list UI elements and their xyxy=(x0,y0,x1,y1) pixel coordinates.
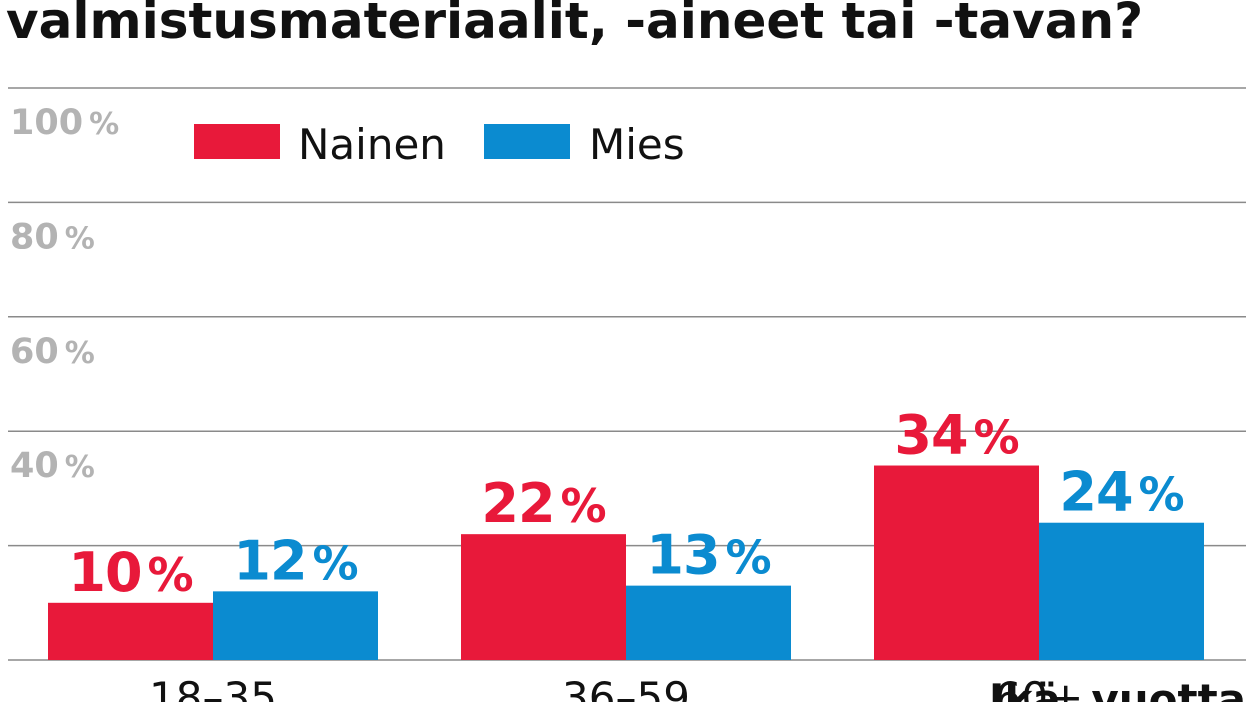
data-label-mies-60: 24% xyxy=(1059,461,1183,524)
data-label-nainen-36-59: 22% xyxy=(481,472,605,535)
legend: Nainen Mies xyxy=(194,120,685,169)
category-label-60: 60+ xyxy=(995,673,1084,702)
y-axis-ticks: 100 % 80 % 60 % 40% xyxy=(10,103,119,486)
category-label-18-35: 18–35 xyxy=(149,673,277,702)
y-tick-label-100: 100% xyxy=(10,103,119,143)
y-tick-label-80: 80% xyxy=(10,217,95,257)
bar-mies-18-35 xyxy=(213,591,378,660)
data-label-mies-18-35: 12% xyxy=(233,529,357,592)
y-tick-label-40: 40% xyxy=(10,446,95,486)
legend-label-mies: Mies xyxy=(589,120,685,169)
legend-swatch-nainen xyxy=(194,124,280,159)
y-tick-label-60: 60% xyxy=(10,332,95,372)
x-axis-title: Ikä, vuotta xyxy=(989,675,1246,702)
data-labels: 10% 12 % 22 % 13 % 34 % 24% xyxy=(68,404,1184,604)
legend-swatch-mies xyxy=(484,124,570,159)
bar-nainen-36-59 xyxy=(461,534,626,660)
data-label-nainen-18-35: 10% xyxy=(68,541,192,604)
data-label-mies-36-59: 13% xyxy=(646,524,770,587)
legend-label-nainen: Nainen xyxy=(298,120,446,169)
bar-nainen-60 xyxy=(874,465,1039,660)
bar-mies-60 xyxy=(1039,522,1204,660)
bars xyxy=(48,465,1204,660)
category-label-36-59: 36–59 xyxy=(562,673,690,702)
bar-nainen-18-35 xyxy=(48,602,213,660)
chart-title: valmistusmateriaalit, -aineet tai -tavan… xyxy=(6,0,1143,50)
data-label-nainen-60: 34% xyxy=(894,404,1018,467)
x-axis-categories: 18–35 36–59 60+ xyxy=(149,673,1083,702)
bar-mies-36-59 xyxy=(626,585,791,660)
